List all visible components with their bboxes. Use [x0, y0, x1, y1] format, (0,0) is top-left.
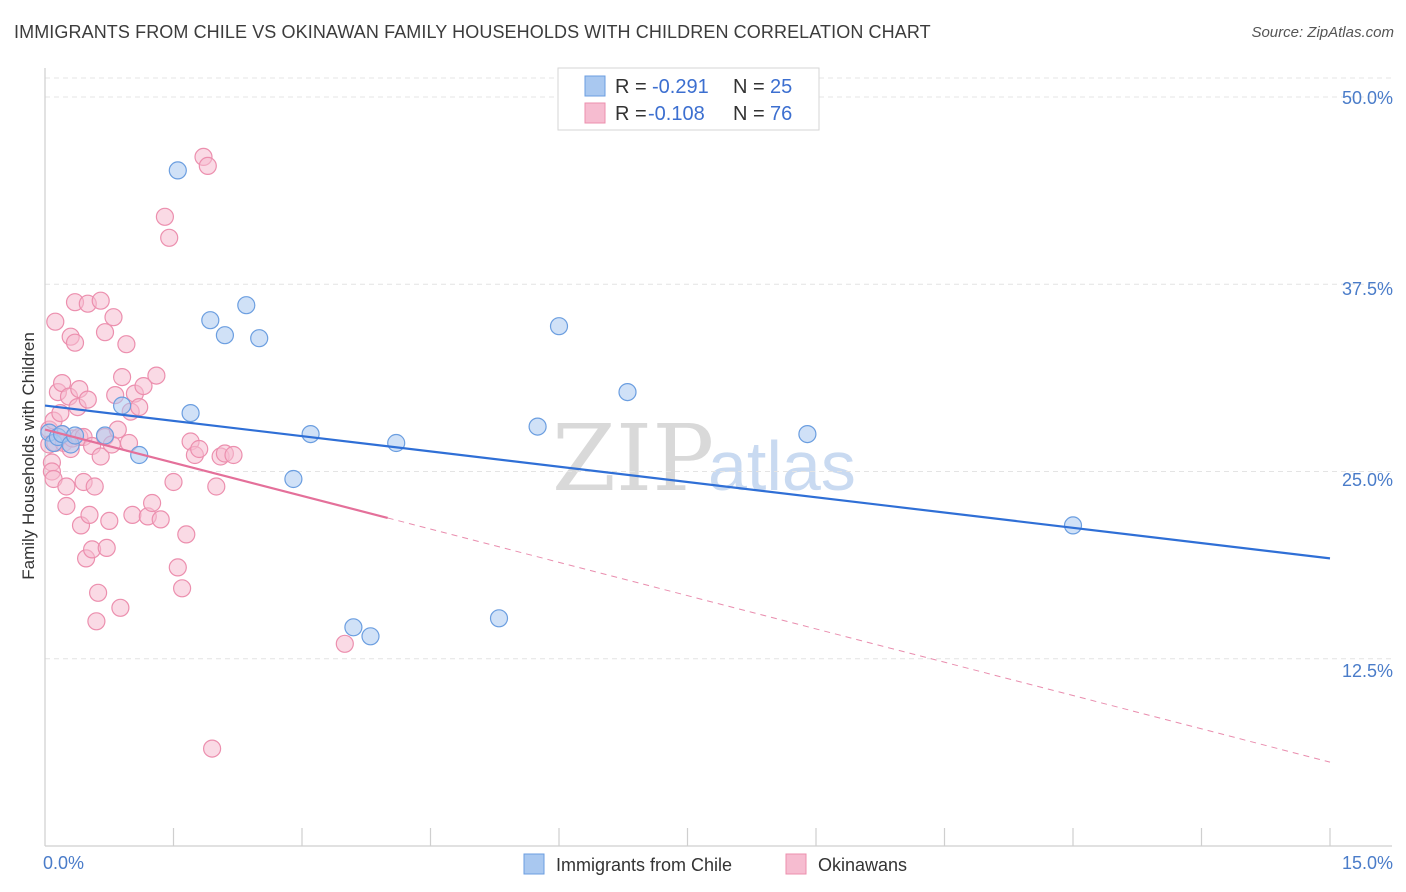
point-okinawans-33	[85, 477, 104, 496]
point-chile-12	[215, 326, 234, 345]
point-chile-22	[549, 317, 569, 336]
point-okinawans-37	[91, 291, 110, 310]
point-okinawans-43	[104, 308, 123, 327]
legend-n-value-chile: 25	[770, 76, 792, 98]
trend-lines	[44, 404, 1331, 763]
legend-swatch-chile	[584, 75, 606, 97]
legend-r-label-chile: R =	[615, 76, 647, 98]
point-chile-23	[618, 383, 637, 402]
point-chile-17	[344, 618, 363, 637]
legend-n-label-okinawans: N =	[733, 103, 765, 125]
legend-n-label-chile: N =	[733, 76, 765, 98]
legend-r-value-okinawans: -0.108	[648, 103, 705, 125]
point-okinawans-69	[198, 156, 217, 175]
point-okinawans-30	[80, 505, 99, 525]
point-okinawans-46	[111, 598, 130, 617]
bottom-legend-label-chile: Immigrants from Chile	[556, 855, 732, 875]
bottom-legend-label-okinawans: Okinawans	[818, 855, 907, 875]
point-okinawans-34	[87, 612, 106, 631]
point-okinawans-67	[190, 439, 209, 459]
point-okinawans-29	[78, 390, 97, 409]
point-okinawans-59	[155, 207, 174, 226]
point-chile-11	[201, 311, 220, 330]
y-axis-title: Family Households with Children	[19, 332, 38, 580]
bottom-legend: Immigrants from Chile Okinawans	[523, 853, 907, 875]
point-okinawans-60	[160, 228, 179, 247]
legend-swatch-okinawans	[584, 102, 606, 124]
point-okinawans-41	[100, 511, 119, 531]
source-label: Source: ZipAtlas.com	[1251, 24, 1394, 41]
point-chile-10	[181, 404, 200, 423]
chart-title: IMMIGRANTS FROM CHILE VS OKINAWAN FAMILY…	[14, 22, 931, 42]
point-okinawans-63	[173, 579, 192, 598]
point-okinawans-71	[207, 477, 226, 496]
x-tick-label-min: 0.0%	[43, 853, 84, 873]
point-okinawans-51	[123, 505, 142, 525]
legend-r-value-chile: -0.291	[652, 76, 709, 98]
point-okinawans-13	[57, 496, 76, 516]
point-okinawans-61	[164, 472, 183, 492]
point-okinawans-62	[168, 558, 187, 577]
legend: R = -0.291 N = 25 R = -0.108 N = 76	[557, 67, 820, 131]
point-chile-15	[284, 469, 303, 489]
watermark-atlas: atlas	[708, 427, 856, 505]
point-okinawans-19	[65, 333, 85, 352]
point-okinawans-56	[143, 493, 162, 513]
point-okinawans-75	[335, 634, 354, 653]
legend-r-label-okinawans: R =	[615, 103, 647, 125]
point-okinawans-74	[224, 445, 243, 465]
trend-line-okinawans	[44, 428, 388, 520]
point-chile-13	[237, 296, 256, 315]
point-chile-18	[361, 627, 380, 646]
point-okinawans-57	[147, 366, 166, 385]
point-chile-16	[301, 425, 320, 444]
point-okinawans-40	[97, 538, 116, 558]
grid	[45, 77, 1392, 660]
watermark: ZIP atlas	[552, 405, 856, 512]
point-okinawans-70	[203, 739, 222, 758]
point-chile-24	[798, 425, 817, 444]
y-tick-label-37-5: 37.5%	[1342, 279, 1393, 299]
point-chile-25	[1063, 516, 1083, 535]
point-okinawans-64	[177, 525, 196, 544]
point-okinawans-53	[130, 398, 149, 417]
point-okinawans-14	[57, 477, 76, 496]
point-okinawans-54	[134, 377, 153, 396]
point-okinawans-48	[117, 335, 136, 354]
watermark-zip: ZIP	[552, 405, 714, 512]
x-ticks	[172, 828, 1331, 846]
point-okinawans-6	[46, 312, 65, 331]
x-tick-label-max: 15.0%	[1342, 853, 1393, 873]
point-okinawans-38	[95, 323, 115, 342]
trend-line-chile	[44, 404, 1331, 560]
point-chile-6	[95, 426, 115, 445]
point-chile-21	[528, 417, 547, 436]
legend-n-value-okinawans: 76	[770, 103, 792, 125]
point-okinawans-35	[88, 583, 108, 602]
bottom-legend-swatch-chile	[523, 853, 545, 875]
point-chile-9	[168, 161, 187, 180]
point-chile-19	[489, 609, 509, 628]
y-tick-label-25: 25.0%	[1342, 470, 1393, 490]
bottom-legend-swatch-okinawans	[785, 853, 807, 875]
point-chile-7	[112, 396, 132, 415]
trend-line-okinawans-extension	[387, 517, 1331, 763]
point-chile-14	[250, 329, 269, 348]
y-tick-label-12-5: 12.5%	[1342, 661, 1393, 681]
point-okinawans-58	[151, 510, 170, 529]
point-okinawans-47	[112, 368, 132, 387]
y-tick-label-50: 50.0%	[1342, 88, 1393, 108]
point-okinawans-36	[91, 447, 110, 466]
